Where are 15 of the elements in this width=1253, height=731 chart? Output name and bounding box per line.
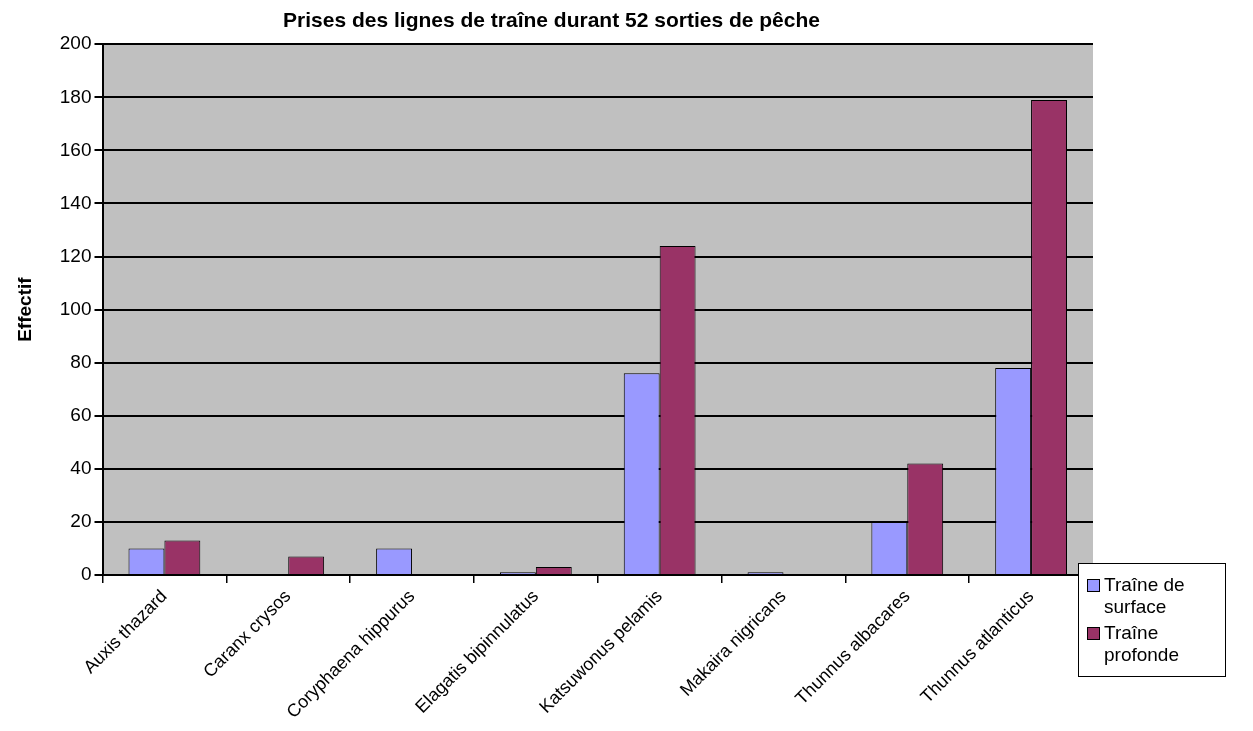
- y-tick-label: 0: [80, 563, 92, 585]
- y-tick-label: 40: [70, 457, 92, 479]
- y-tick-label: 160: [59, 138, 92, 160]
- y-tick-label: 180: [59, 85, 92, 107]
- legend-label: Traîne de surface: [1104, 574, 1186, 618]
- y-tick-label: 140: [59, 191, 92, 213]
- y-tick-label: 200: [59, 32, 92, 54]
- y-axis-title: Effectif: [13, 276, 35, 342]
- legend-label: Traîne profonde: [1104, 622, 1180, 666]
- y-tick-label: 80: [70, 350, 92, 372]
- y-tick-label: 20: [70, 510, 92, 532]
- y-tick-label: 100: [59, 297, 92, 319]
- y-tick-label: 60: [70, 404, 92, 426]
- chart-title: Prises des lignes de traîne durant 52 sorties de pêche: [283, 8, 820, 32]
- y-tick-label: 120: [59, 244, 92, 266]
